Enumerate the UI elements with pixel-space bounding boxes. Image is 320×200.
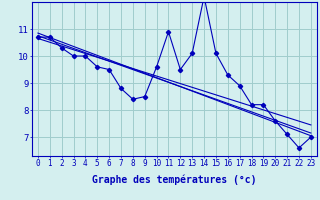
X-axis label: Graphe des températures (°c): Graphe des températures (°c) [92, 174, 257, 185]
